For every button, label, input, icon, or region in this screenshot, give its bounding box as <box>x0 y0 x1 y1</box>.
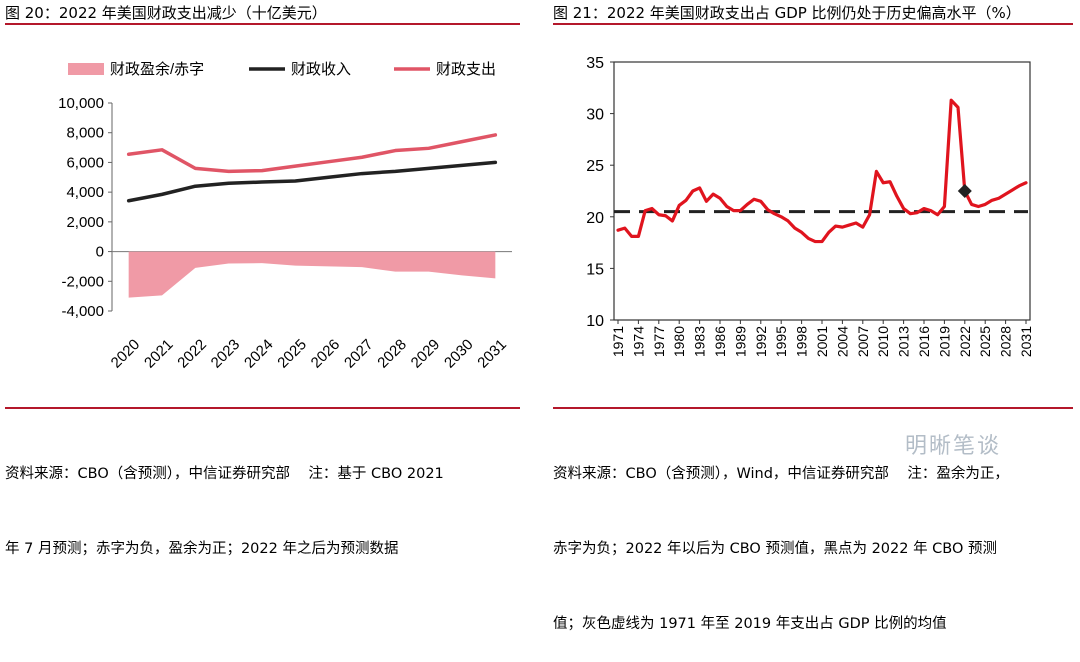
x-tick-label: 2022 <box>174 336 210 372</box>
source-line: 值；灰色虚线为 1971 年至 2019 年支出占 GDP 比例的均值 <box>553 616 947 632</box>
y-tick-label: 35 <box>586 55 604 72</box>
x-tick-label: 2024 <box>241 336 277 372</box>
x-tick-label: 1986 <box>712 326 728 357</box>
x-tick-label: 1974 <box>630 326 646 357</box>
figure-20-bottom-rule <box>5 407 520 409</box>
x-tick-label: 2021 <box>141 336 177 372</box>
source-line: 资料来源：CBO（含预测），中信证券研究部 注：基于 CBO 2021 <box>5 466 444 482</box>
x-tick-label: 2020 <box>108 336 144 372</box>
x-tick-label: 2016 <box>916 326 932 357</box>
x-tick-label: 2026 <box>308 336 344 372</box>
x-tick-label: 2013 <box>896 326 912 357</box>
chart-legend: 财政盈余/赤字 财政收入 财政支出 <box>68 60 496 78</box>
x-tick-label: 1989 <box>732 326 748 357</box>
figure-21-bottom-rule <box>553 407 1073 409</box>
y-tick-label: 8,000 <box>66 125 104 142</box>
x-tick-label: 2028 <box>998 326 1014 357</box>
y-tick-label: 25 <box>586 158 604 175</box>
y-tick-label: 10 <box>586 313 604 330</box>
x-tick-label: 2022 <box>957 326 973 357</box>
y-tick-label: -2,000 <box>61 273 104 290</box>
figure-20-chart: 财政盈余/赤字 财政收入 财政支出 -4,000 -2,000 0 2,000 4,00… <box>58 60 512 372</box>
x-tick-label: 2031 <box>1018 326 1034 357</box>
figure-21-top-rule <box>553 23 1073 25</box>
source-line: 赤字为负；2022 年以后为 CBO 预测值，黑点为 2022 年 CBO 预测 <box>553 541 998 557</box>
cbo-2022-marker <box>957 184 972 198</box>
spending-share-line <box>616 98 1028 244</box>
y-tick-label: 30 <box>586 107 604 124</box>
y-tick-label: 0 <box>96 244 104 261</box>
x-tick-label: 1971 <box>610 326 626 357</box>
y-tick-label: 6,000 <box>66 154 104 171</box>
revenue-line <box>126 160 498 203</box>
x-tick-label: 2025 <box>274 336 310 372</box>
x-tick-label: 1980 <box>671 326 687 357</box>
x-tick-label: 1995 <box>773 326 789 357</box>
x-tick-label: 2004 <box>834 326 850 357</box>
x-tick-label: 2023 <box>208 336 244 372</box>
x-tick-label: 1992 <box>753 326 769 357</box>
x-tick-label: 2001 <box>814 326 830 357</box>
figure-20-source: 资料来源：CBO（含预测），中信证券研究部 注：基于 CBO 2021 年 7 … <box>5 412 525 587</box>
figure-20-top-rule <box>5 23 520 25</box>
watermark-logo: 明晰笔谈 <box>905 434 1002 459</box>
x-tick-label: 2029 <box>408 336 444 372</box>
source-line: 资料来源：CBO（含预测），Wind，中信证券研究部 注：盈余为正， <box>553 466 1009 482</box>
y-tick-label: 15 <box>586 261 604 278</box>
x-tick-label: 2030 <box>441 336 477 372</box>
x-tick-label: 1998 <box>794 326 810 357</box>
x-tick-label: 2019 <box>936 326 952 357</box>
spending-line <box>126 133 498 174</box>
y-tick-label: 2,000 <box>66 214 104 231</box>
x-tick-label: 2007 <box>855 326 871 357</box>
legend-label-balance: 财政盈余/赤字 <box>110 60 204 78</box>
x-tick-label: 1977 <box>651 326 667 357</box>
x-tick-label: 2025 <box>977 326 993 357</box>
x-tick-label: 2010 <box>875 326 891 357</box>
legend-label-revenue: 财政收入 <box>291 61 351 78</box>
figure-20-title: 图 20：2022 年美国财政支出减少（十亿美元） <box>5 4 327 22</box>
y-tick-label: -4,000 <box>61 303 104 320</box>
legend-swatch-balance <box>68 63 104 75</box>
figure-21-title: 图 21：2022 年美国财政支出占 GDP 比例仍处于历史偏高水平（%） <box>553 4 1021 22</box>
legend-label-spending: 财政支出 <box>436 61 496 78</box>
y-tick-label: 10,000 <box>58 95 104 112</box>
x-tick-label: 2027 <box>341 336 377 372</box>
x-tick-label: 2028 <box>374 336 410 372</box>
x-tick-label: 2031 <box>474 336 510 372</box>
y-tick-label: 20 <box>586 210 604 227</box>
y-tick-label: 4,000 <box>66 184 104 201</box>
balance-area <box>128 251 496 298</box>
x-tick-label: 1983 <box>692 326 708 357</box>
source-line: 年 7 月预测；赤字为负，盈余为正；2022 年之后为预测数据 <box>5 541 399 557</box>
